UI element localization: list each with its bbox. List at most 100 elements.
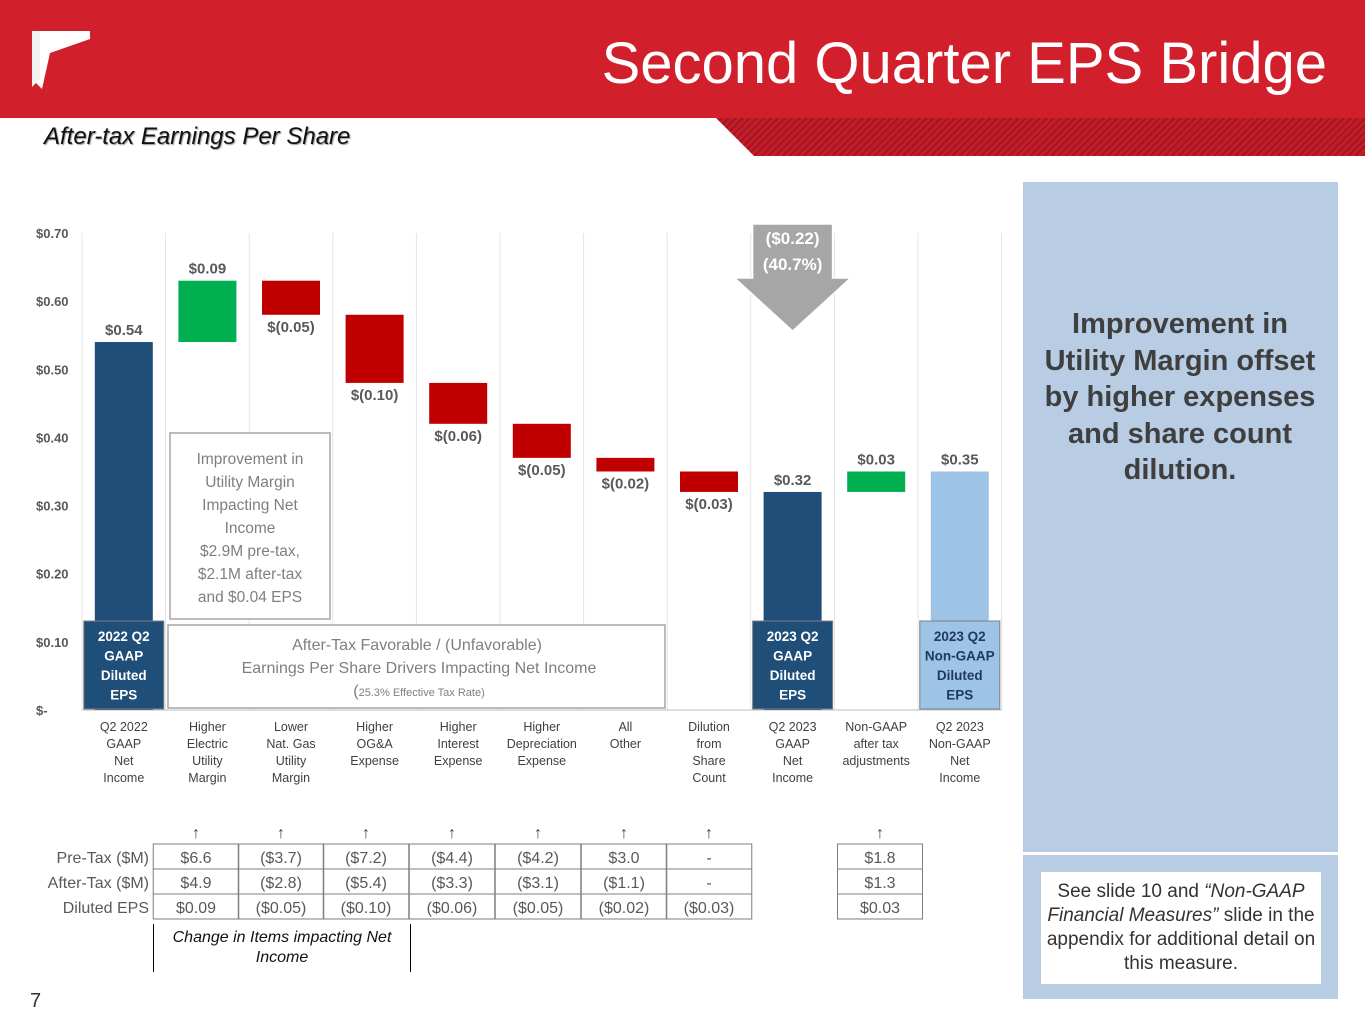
category-label: OG&A <box>357 737 394 751</box>
up-arrow-icon: ↑ <box>534 825 542 842</box>
chart-subtitle: After-tax Earnings Per Share <box>44 123 351 150</box>
drivers-box-line-3: (25.3% Effective Tax Rate) <box>353 683 485 700</box>
bar-6 <box>512 423 571 458</box>
side-panel-divider <box>1023 852 1338 855</box>
annotation-text: and $0.04 EPS <box>198 589 302 606</box>
category-label: Higher <box>440 720 477 734</box>
total-label-text: GAAP <box>773 649 812 664</box>
non-gaap-note: See slide 10 and “Non-GAAP Financial Mea… <box>1041 872 1321 984</box>
category-label: GAAP <box>106 737 141 751</box>
bar-5 <box>429 382 488 424</box>
y-tick-label: $0.40 <box>36 430 69 445</box>
table-cell-value: ($3.3) <box>431 875 473 892</box>
category-label: Expense <box>434 754 483 768</box>
total-label-text: EPS <box>110 688 137 703</box>
table-cell-value: ($1.1) <box>603 875 645 892</box>
decorative-hatch-band <box>716 118 1365 156</box>
total-label-box <box>752 620 834 710</box>
table-cell-value: ($5.4) <box>345 875 387 892</box>
page-number: 7 <box>30 990 42 1012</box>
category-label: after tax <box>854 737 900 751</box>
bar-7 <box>596 457 655 472</box>
table-row-label: Diluted EPS <box>63 900 149 917</box>
annotation-box <box>169 432 331 620</box>
bar-4 <box>345 314 404 383</box>
category-label: Other <box>610 737 641 751</box>
table-cell-value: $4.9 <box>180 875 211 892</box>
table-cell-value: ($4.4) <box>431 850 473 867</box>
category-label: Lower <box>274 720 308 734</box>
y-tick-label: $0.70 <box>36 226 69 241</box>
y-tick-label: $- <box>36 703 48 718</box>
table-cell-value: ($0.10) <box>341 900 392 917</box>
category-label: Net <box>783 754 803 768</box>
y-tick-label: $0.20 <box>36 567 69 582</box>
data-label: $(0.06) <box>434 428 482 445</box>
category-label: Utility <box>276 754 307 768</box>
note-text-pre: See slide 10 and <box>1057 881 1205 902</box>
up-arrow-icon: ↑ <box>876 825 884 842</box>
category-label: Q2 2023 <box>769 720 817 734</box>
drivers-paren: ( <box>353 683 359 700</box>
bar-2 <box>178 280 237 343</box>
data-label: $(0.03) <box>685 496 733 513</box>
table-bracket <box>153 924 411 972</box>
category-label: Net <box>950 754 970 768</box>
side-panel <box>1023 182 1338 999</box>
data-label: $(0.05) <box>518 462 566 479</box>
annotation-text: $2.1M after-tax <box>198 566 302 583</box>
category-label: Income <box>103 771 144 785</box>
total-label-text: Diluted <box>101 668 147 683</box>
category-label: Net <box>114 754 134 768</box>
table-cell-value: - <box>706 850 711 867</box>
table-cell-value: $1.8 <box>864 850 895 867</box>
category-label: Margin <box>188 771 226 785</box>
data-label: $0.09 <box>189 261 227 278</box>
table-cell-value: ($3.1) <box>517 875 559 892</box>
data-label: $0.54 <box>105 322 143 339</box>
table-cell-value: ($0.02) <box>599 900 650 917</box>
total-label-text: GAAP <box>104 649 143 664</box>
data-label: $(0.05) <box>267 319 315 336</box>
page-title: Second Quarter EPS Bridge <box>601 31 1327 96</box>
table-cell-value: $3.0 <box>608 850 639 867</box>
data-label: $(0.02) <box>602 476 650 493</box>
annotation-text: Improvement in <box>197 451 304 468</box>
y-tick-label: $0.10 <box>36 635 69 650</box>
category-label: All <box>618 720 632 734</box>
note-text-italic: “Non-GAAP Financial Measures” <box>1047 881 1305 926</box>
table-cell-value: $1.3 <box>864 875 895 892</box>
table-cell-value: ($0.05) <box>256 900 307 917</box>
data-label: $(0.10) <box>351 387 399 404</box>
side-panel-headline: Improvement in Utility Margin offset by … <box>1044 308 1316 486</box>
up-arrow-icon: ↑ <box>192 825 200 842</box>
category-label: Q2 2023 <box>936 720 984 734</box>
total-label-text: Non-GAAP <box>925 649 995 664</box>
category-label: Higher <box>356 720 393 734</box>
category-label: Income <box>939 771 980 785</box>
table-cell <box>665 893 753 920</box>
table-cell-value: $0.09 <box>176 900 216 917</box>
annotation-text: Impacting Net <box>202 497 298 514</box>
data-label: $0.35 <box>941 452 979 469</box>
data-label: $0.32 <box>774 472 812 489</box>
table-cell-value: $0.03 <box>860 900 900 917</box>
total-label-text: EPS <box>946 688 973 703</box>
category-label: from <box>697 737 722 751</box>
category-label: Expense <box>350 754 399 768</box>
table-footnote: Change in Items impacting Net Income <box>172 929 392 966</box>
total-label-text: Diluted <box>770 668 816 683</box>
y-tick-label: $0.50 <box>36 362 69 377</box>
table-cell <box>837 893 923 920</box>
category-label: Share <box>692 754 725 768</box>
bar-3 <box>262 280 320 315</box>
bar-10 <box>847 471 906 492</box>
category-label: GAAP <box>775 737 810 751</box>
total-label-box <box>83 620 165 710</box>
category-label: Income <box>772 771 813 785</box>
table-cell-value: ($0.06) <box>427 900 478 917</box>
drivers-tax-rate: 25.3% Effective Tax Rate) <box>359 687 485 699</box>
up-arrow-icon: ↑ <box>362 825 370 842</box>
total-label-text: 2022 Q2 <box>98 629 150 644</box>
up-arrow-icon: ↑ <box>277 825 285 842</box>
